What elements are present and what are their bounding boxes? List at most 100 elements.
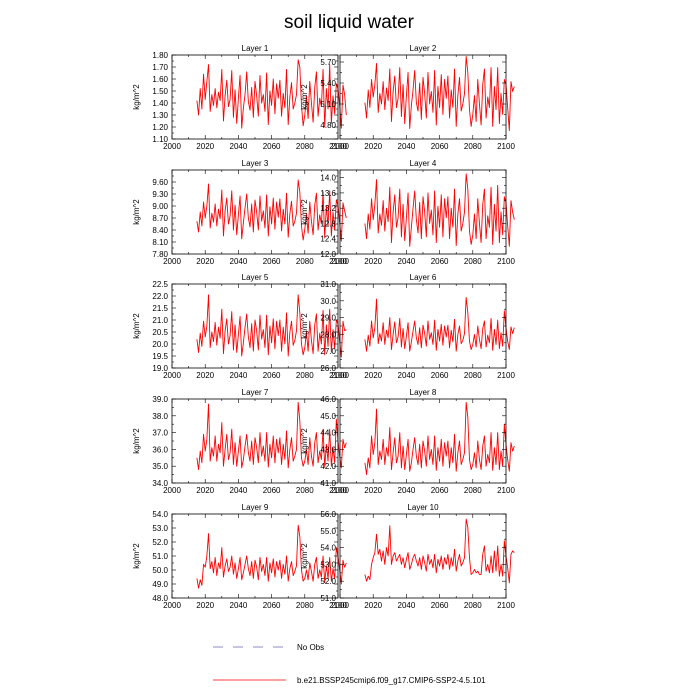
x-tick-label: 2020	[364, 142, 382, 151]
y-tick-label: 30.0	[320, 297, 336, 306]
y-tick-label: 54.0	[320, 544, 336, 553]
y-tick-label: 37.0	[152, 429, 168, 438]
y-tick-label: 7.80	[152, 250, 168, 259]
panel-title: Layer 10	[407, 503, 439, 512]
panel-1: Layer 1 2000 2020 2040 2060 2080 2100 1.10 1.20 1…	[132, 44, 347, 151]
x-tick-label: 2100	[497, 601, 515, 610]
panel-title: Layer 3	[242, 159, 269, 168]
y-tick-label: 31.0	[320, 280, 336, 289]
y-tick-label: 41.0	[320, 479, 336, 488]
y-tick-label: 29.0	[320, 314, 336, 323]
x-tick-label: 2020	[196, 601, 214, 610]
y-tick-label: 53.0	[320, 560, 336, 569]
y-tick-label: 1.50	[152, 87, 168, 96]
x-tick-label: 2020	[196, 371, 214, 380]
y-tick-label: 5.10	[320, 100, 336, 109]
x-tick-label: 2040	[230, 257, 248, 266]
panel-title: Layer 6	[410, 273, 437, 282]
x-tick-label: 2060	[263, 486, 281, 495]
x-tick-label: 2040	[398, 371, 416, 380]
panel-9: Layer 9 2000 2020 2040 2060 2080 2100 48.0 49.0 5…	[132, 503, 347, 610]
legend-no-obs-label: No Obs	[297, 643, 324, 652]
panel-title: Layer 8	[410, 388, 437, 397]
panel-7: Layer 7 2000 2020 2040 2060 2080 2100 34.0 35.0 3…	[132, 388, 347, 495]
x-tick-label: 2040	[230, 142, 248, 151]
x-tick-label: 2080	[296, 257, 314, 266]
x-tick-label: 2000	[163, 142, 181, 151]
y-tick-label: 50.0	[152, 566, 168, 575]
y-tick-label: 1.40	[152, 99, 168, 108]
x-tick-label: 2000	[331, 601, 349, 610]
series-line	[196, 179, 347, 242]
panel-5: Layer 5 2000 2020 2040 2060 2080 2100 19.0 19.5 2…	[132, 273, 347, 380]
plot-frame	[339, 54, 507, 140]
chart-title: soil liquid water	[284, 12, 415, 33]
panel-title: Layer 2	[410, 44, 437, 53]
x-tick-label: 2080	[296, 486, 314, 495]
x-tick-label: 2060	[431, 486, 449, 495]
y-tick-label: 20.5	[152, 328, 168, 337]
y-tick-label: 8.70	[152, 214, 168, 223]
y-tick-label: 44.0	[320, 429, 336, 438]
y-tick-label: 1.80	[152, 51, 168, 60]
legend: No Obs b.e21.BSSP245cmip6.f09_g17.CMIP6-…	[213, 643, 486, 685]
y-axis-label: kg/m^2	[132, 84, 141, 110]
x-tick-label: 2040	[398, 601, 416, 610]
panel-3: Layer 3 2000 2020 2040 2060 2080 2100 7.80 8.10 8…	[132, 159, 347, 266]
y-tick-label: 8.10	[152, 238, 168, 247]
x-tick-label: 2000	[163, 257, 181, 266]
x-tick-label: 2080	[464, 486, 482, 495]
y-tick-label: 22.5	[152, 280, 168, 289]
x-tick-label: 2000	[163, 486, 181, 495]
x-tick-label: 2060	[431, 142, 449, 151]
x-tick-label: 2080	[296, 142, 314, 151]
x-tick-label: 2060	[263, 371, 281, 380]
y-tick-label: 46.0	[320, 395, 336, 404]
x-tick-label: 2040	[230, 371, 248, 380]
y-axis-label: kg/m^2	[300, 313, 309, 339]
x-tick-label: 2060	[431, 257, 449, 266]
y-tick-label: 12.4	[320, 235, 336, 244]
y-tick-label: 28.0	[320, 330, 336, 339]
x-tick-label: 2080	[296, 371, 314, 380]
panel-title: Layer 7	[242, 388, 269, 397]
x-tick-label: 2100	[329, 371, 347, 380]
y-tick-label: 1.10	[152, 135, 168, 144]
y-axis-label: kg/m^2	[300, 199, 309, 225]
x-tick-label: 2080	[296, 601, 314, 610]
x-tick-label: 2100	[329, 257, 347, 266]
series-line	[364, 518, 515, 584]
y-tick-label: 55.0	[320, 527, 336, 536]
y-tick-label: 1.30	[152, 111, 168, 120]
x-tick-label: 2040	[398, 142, 416, 151]
y-axis-label: kg/m^2	[132, 199, 141, 225]
y-tick-label: 12.0	[320, 250, 336, 259]
y-tick-label: 19.0	[152, 364, 168, 373]
x-tick-label: 2080	[464, 142, 482, 151]
x-tick-label: 2040	[230, 486, 248, 495]
panel-grid: Layer 1 2000 2020 2040 2060 2080 2100 1.10 1.20 1…	[132, 44, 515, 610]
y-tick-label: 48.0	[152, 594, 168, 603]
panel-2: Layer 2 2000 2020 2040 2060 2080 2100 4.80 5.10 5…	[300, 44, 515, 151]
x-tick-label: 2000	[331, 142, 349, 151]
series-line	[364, 296, 515, 352]
x-tick-label: 2040	[398, 486, 416, 495]
y-tick-label: 54.0	[152, 510, 168, 519]
y-axis-label: kg/m^2	[300, 84, 309, 110]
x-tick-label: 2020	[364, 486, 382, 495]
y-tick-label: 34.0	[152, 479, 168, 488]
panel-title: Layer 5	[242, 273, 269, 282]
series-line	[196, 294, 347, 358]
y-tick-label: 22.0	[152, 292, 168, 301]
x-tick-label: 2000	[331, 486, 349, 495]
y-tick-label: 20.0	[152, 340, 168, 349]
y-tick-label: 19.5	[152, 352, 168, 361]
y-tick-label: 27.0	[320, 347, 336, 356]
y-tick-label: 5.70	[320, 58, 336, 67]
y-tick-label: 1.70	[152, 63, 168, 72]
y-tick-label: 43.0	[320, 445, 336, 454]
y-tick-label: 51.0	[152, 552, 168, 561]
plot-frame	[171, 169, 339, 255]
y-tick-label: 35.0	[152, 462, 168, 471]
